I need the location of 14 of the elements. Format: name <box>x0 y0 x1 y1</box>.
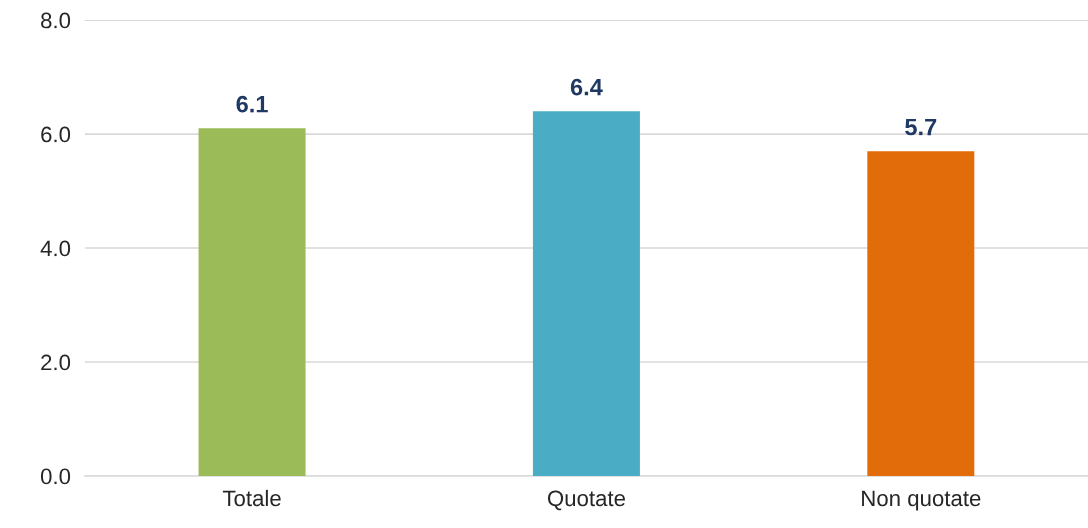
x-tick-label: Non quotate <box>862 490 981 511</box>
bar <box>867 151 975 476</box>
y-tick-label: 4.0 <box>40 240 71 257</box>
x-tick-label: Totale <box>222 489 281 507</box>
y-tick-label: 8.0 <box>41 12 71 29</box>
data-label: 6.1 <box>236 95 268 113</box>
y-tick-label: 2.0 <box>41 354 71 371</box>
data-label: 6.4 <box>570 78 603 96</box>
y-tick-label: 0.0 <box>40 468 71 485</box>
bar <box>532 111 640 476</box>
bar <box>198 128 306 476</box>
x-tick-label: Quotate <box>547 490 625 511</box>
data-label: 5.7 <box>905 118 937 136</box>
y-tick-label: 6.0 <box>41 126 71 143</box>
